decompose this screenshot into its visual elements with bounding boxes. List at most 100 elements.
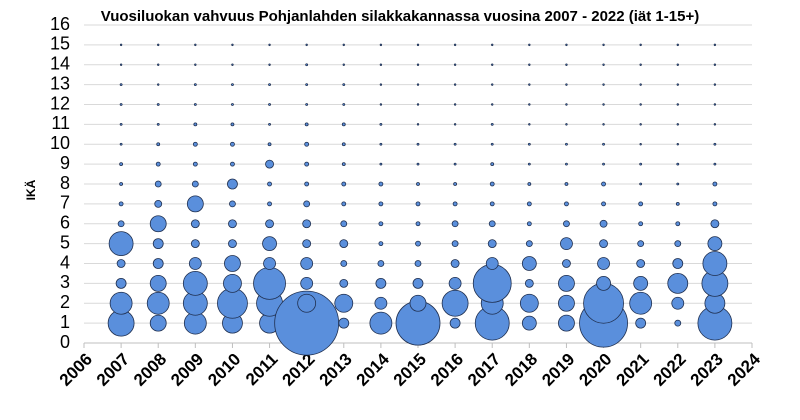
- bubble: [194, 43, 197, 47]
- bubble: [341, 162, 346, 167]
- bubble: [302, 239, 312, 249]
- bubble: [297, 293, 317, 313]
- y-tick-label: 14: [50, 54, 70, 74]
- bubble: [265, 159, 274, 169]
- bubble: [115, 277, 127, 289]
- bubble: [227, 178, 238, 190]
- bubble: [490, 142, 494, 146]
- bubble: [156, 142, 161, 147]
- bubble: [119, 43, 123, 47]
- bubble: [453, 103, 457, 106]
- x-tick-label: 2014: [353, 349, 394, 390]
- bubble: [156, 122, 160, 126]
- bubble: [602, 162, 605, 166]
- bubble: [599, 239, 608, 249]
- bubble: [712, 181, 718, 187]
- bubble: [267, 181, 272, 187]
- bubble: [192, 161, 198, 167]
- bubble: [305, 63, 309, 67]
- y-tick-label: 8: [60, 173, 70, 193]
- bubble: [374, 296, 388, 310]
- bubble: [231, 43, 234, 47]
- bubble: [489, 181, 495, 187]
- y-tick-label: 7: [60, 193, 70, 213]
- bubble: [119, 63, 123, 66]
- bubble: [528, 103, 531, 106]
- bubble: [300, 257, 314, 270]
- bubble: [639, 143, 642, 146]
- bubble: [230, 161, 235, 167]
- bubble: [676, 123, 679, 126]
- bubble: [194, 63, 197, 66]
- bubble: [453, 162, 457, 166]
- x-tick-label: 2022: [650, 350, 690, 390]
- bubble: [707, 236, 723, 252]
- bubble: [119, 142, 123, 146]
- y-tick-label: 12: [50, 93, 70, 113]
- bubble: [597, 257, 610, 270]
- bubble: [565, 142, 568, 146]
- bubble: [599, 219, 608, 228]
- bubble: [155, 161, 161, 167]
- bubble: [342, 83, 346, 87]
- bubble: [223, 273, 242, 293]
- x-tick-label: 2007: [93, 350, 133, 390]
- bubble: [528, 83, 531, 86]
- bubble: [416, 142, 420, 146]
- bubble: [639, 83, 642, 86]
- bubble: [378, 221, 384, 227]
- bubble: [192, 141, 198, 147]
- bubble: [157, 83, 160, 86]
- bubble: [415, 221, 421, 227]
- y-tick-label: 13: [50, 73, 70, 93]
- x-tick-label: 2024: [724, 349, 765, 390]
- bubble: [602, 142, 605, 146]
- bubble: [528, 63, 531, 66]
- bubble: [340, 220, 348, 228]
- bubble: [182, 270, 208, 296]
- bubble: [416, 162, 420, 166]
- bubble: [149, 314, 167, 332]
- bubble: [448, 276, 462, 290]
- bubble: [527, 162, 531, 166]
- bubble: [713, 123, 717, 126]
- bubble: [485, 257, 499, 270]
- bubble: [638, 201, 644, 207]
- bubble: [305, 43, 308, 47]
- bubble: [602, 63, 605, 66]
- x-tick-label: 2009: [167, 350, 207, 390]
- bubble: [119, 83, 123, 87]
- bubble: [491, 43, 494, 47]
- bubble: [675, 221, 681, 227]
- bubble: [188, 257, 202, 270]
- bubble: [710, 219, 720, 229]
- bubble: [639, 43, 642, 47]
- y-tick-label: 2: [60, 292, 70, 312]
- bubble: [262, 236, 277, 252]
- bubble: [601, 181, 606, 187]
- bubble: [558, 314, 575, 332]
- bubble: [342, 43, 345, 47]
- bubble: [116, 259, 126, 268]
- bubble: [490, 162, 495, 167]
- bubble: [268, 122, 271, 126]
- bubble: [186, 195, 204, 213]
- y-tick-label: 10: [50, 133, 70, 153]
- bubble: [341, 122, 346, 127]
- bubble: [560, 237, 573, 251]
- bubble: [378, 181, 384, 187]
- bubble: [713, 43, 717, 47]
- bubble: [231, 103, 234, 106]
- bubble: [676, 43, 679, 47]
- bubble: [596, 275, 611, 291]
- bubble: [633, 275, 649, 291]
- bubble: [119, 162, 124, 167]
- bubble: [118, 201, 124, 207]
- bubble: [109, 291, 133, 315]
- bubble: [629, 291, 653, 315]
- bubble: [156, 103, 160, 106]
- y-tick-label: 1: [60, 312, 70, 332]
- bubble: [152, 238, 164, 250]
- bubble: [230, 122, 235, 127]
- bubble: [268, 83, 271, 87]
